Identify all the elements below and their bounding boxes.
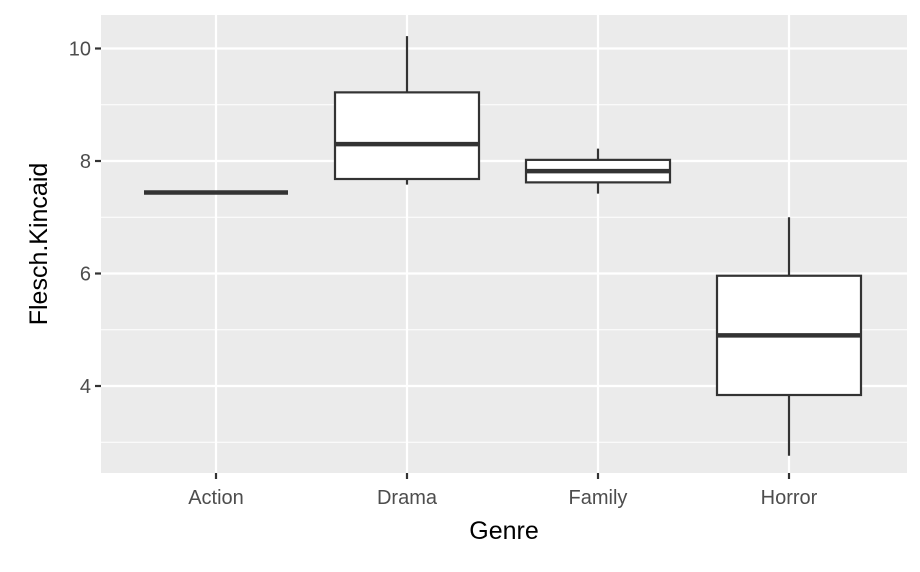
y-axis: 4 6 8 10	[69, 39, 101, 398]
x-axis: Action Drama Family Horror	[188, 473, 818, 509]
x-tick-label: Horror	[761, 487, 818, 509]
box-horror	[715, 217, 863, 456]
x-tick-label: Action	[188, 487, 244, 509]
box-series	[144, 36, 863, 456]
x-tick-label: Family	[569, 487, 628, 509]
y-tick-label: 8	[80, 151, 91, 173]
x-tick-label: Drama	[377, 487, 438, 509]
plot-panel	[101, 15, 907, 473]
iqr-box	[333, 91, 481, 181]
x-axis-title: Genre	[469, 517, 538, 545]
major-gridlines	[101, 15, 907, 473]
box-family	[524, 148, 672, 194]
box-drama	[333, 36, 481, 185]
y-axis-title: Flesch.Kincaid	[25, 163, 53, 326]
y-tick-label: 10	[69, 39, 91, 61]
y-tick-label: 4	[80, 376, 91, 398]
y-tick-label: 6	[80, 264, 91, 286]
